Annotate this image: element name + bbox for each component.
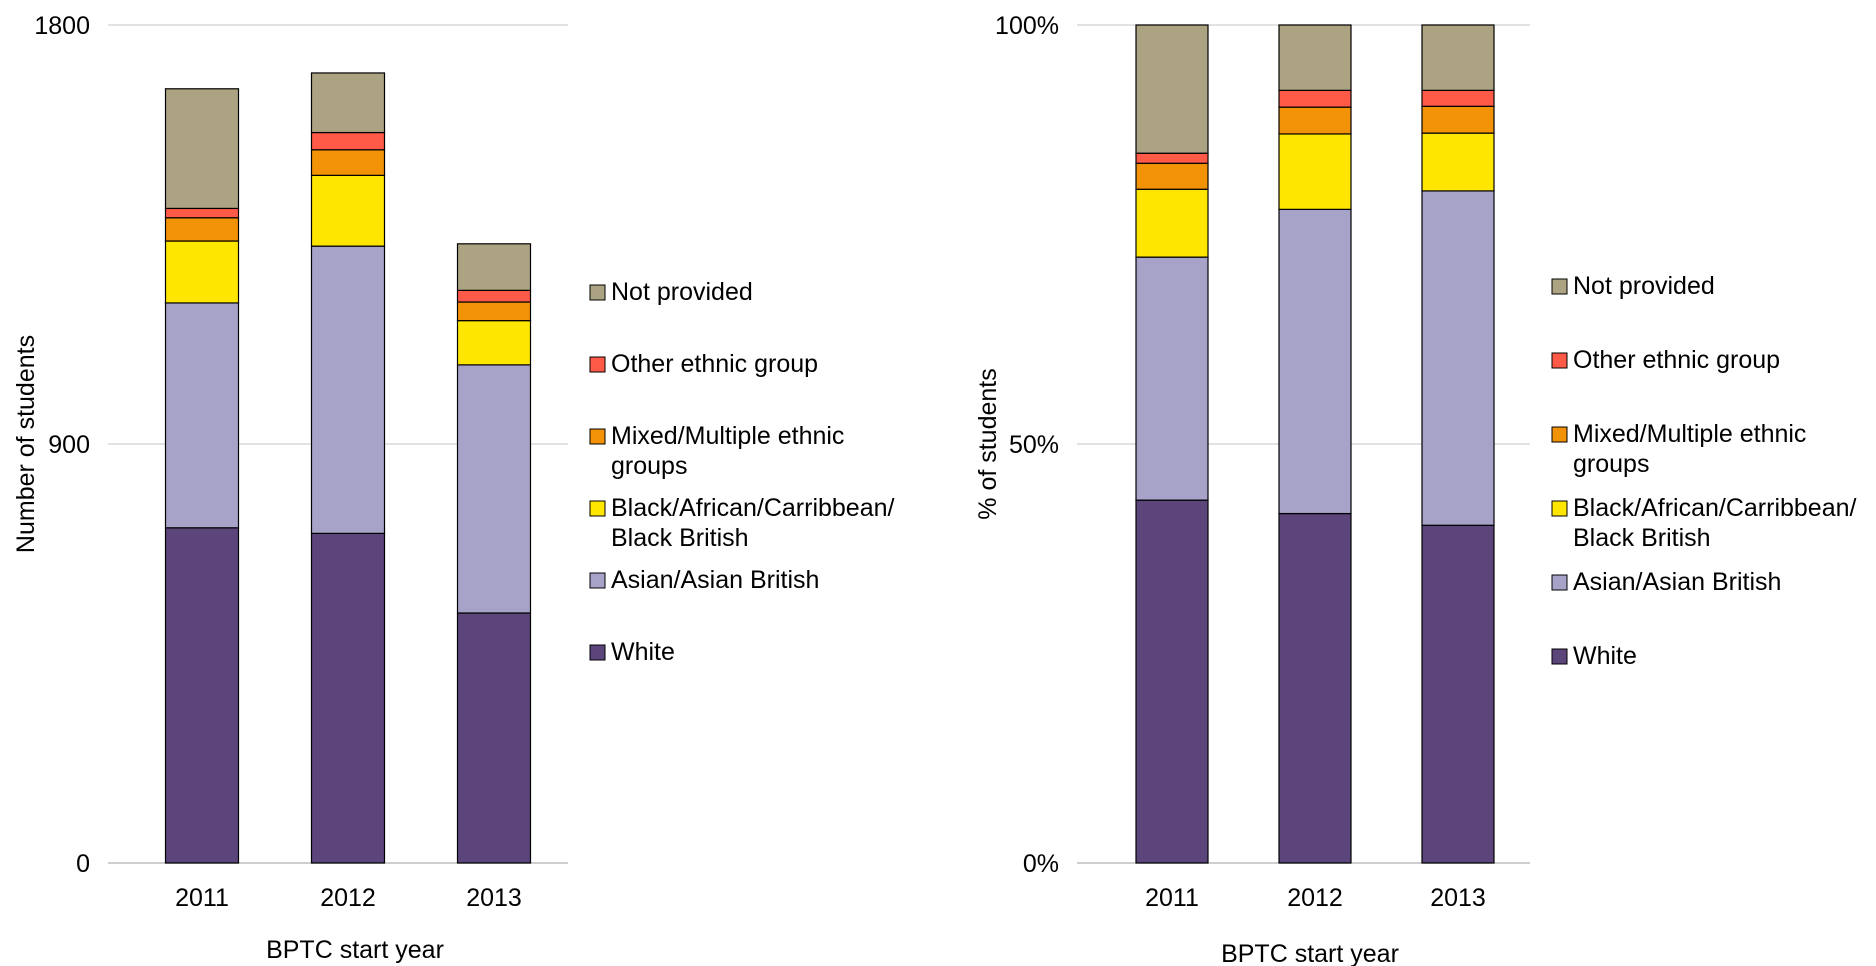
y-tick-label: 50% xyxy=(1009,431,1059,459)
legend-label-line: Not provided xyxy=(611,278,753,306)
bar-segment-5-2012 xyxy=(1278,24,1352,91)
legend-label-line: Mixed/Multiple ethnic xyxy=(1573,420,1806,448)
students-count-chart: 0 900 1800 2011 2012 2013 BPTC start year Numbe… xyxy=(0,0,930,966)
legend-label: Other ethnic group xyxy=(1573,346,1780,374)
bar-segment-0-2013 xyxy=(1421,524,1495,864)
x-tick-label: 2011 xyxy=(1145,884,1199,912)
students-percent-chart: 0% 50% 100% 2011 2012 2013 BPTC start year % of… xyxy=(960,0,1876,966)
x-tick-label: 2011 xyxy=(175,884,229,912)
legend-label-line: groups xyxy=(611,452,687,480)
y-tick-label: 100% xyxy=(995,12,1059,40)
legend-label-line: Black/African/Carribbean/ xyxy=(1573,494,1857,522)
x-axis-title: BPTC start year xyxy=(266,936,444,964)
legend-label-line: Mixed/Multiple ethnic xyxy=(611,422,844,450)
bar-segment-2-2011 xyxy=(1135,188,1209,258)
x-tick-label: 2013 xyxy=(466,884,522,912)
y-tick-label: 1800 xyxy=(34,12,90,40)
x-axis-title: BPTC start year xyxy=(1221,940,1399,966)
bar-segment-4-2012 xyxy=(1278,89,1352,108)
legend-label-line: Not provided xyxy=(1573,272,1715,300)
legend-swatch xyxy=(1551,426,1568,443)
y-tick-label: 0 xyxy=(76,850,90,878)
bar-segment-3-2013 xyxy=(456,301,532,322)
bar-segment-1-2012 xyxy=(1278,208,1352,515)
y-axis-title: Number of students xyxy=(12,335,40,553)
y-axis-title: % of students xyxy=(974,368,1002,519)
legend-swatch xyxy=(589,500,606,517)
bar-segment-3-2011 xyxy=(164,217,240,242)
bar-segment-1-2013 xyxy=(1421,190,1495,526)
legend-label: Not provided xyxy=(1573,272,1715,300)
bar-segment-2-2012 xyxy=(310,174,386,247)
bar-segment-5-2013 xyxy=(1421,24,1495,91)
legend-swatch xyxy=(1551,278,1568,295)
legend-swatch xyxy=(1551,352,1568,369)
legend-label: White xyxy=(611,638,675,666)
legend-swatch xyxy=(1551,648,1568,665)
legend-label-line: White xyxy=(611,638,675,666)
legend-label: Black/African/Carribbean/Black British xyxy=(611,494,895,552)
bar-segment-0-2012 xyxy=(1278,512,1352,864)
bar-segment-5-2011 xyxy=(1135,24,1209,154)
x-tick-label: 2012 xyxy=(320,884,376,912)
x-tick-label: 2013 xyxy=(1430,884,1486,912)
legend-label-line: Black British xyxy=(611,524,749,552)
bar-segment-3-2012 xyxy=(1278,106,1352,135)
bar-segment-3-2011 xyxy=(1135,162,1209,190)
bar-segment-4-2011 xyxy=(164,207,240,219)
legend-swatch xyxy=(1551,574,1568,591)
legend-label-line: Black/African/Carribbean/ xyxy=(611,494,895,522)
bar-segment-0-2012 xyxy=(310,532,386,864)
bar-segment-1-2013 xyxy=(456,364,532,614)
bar-segment-5-2011 xyxy=(164,88,240,210)
legend-swatch xyxy=(589,284,606,301)
legend-label: Asian/Asian British xyxy=(611,566,819,594)
legend-swatch xyxy=(589,428,606,445)
legend-swatch xyxy=(589,644,606,661)
bar-segment-0-2011 xyxy=(1135,499,1209,864)
legend-label-line: Other ethnic group xyxy=(1573,346,1780,374)
legend-label: Black/African/Carribbean/Black British xyxy=(1573,494,1857,552)
bar-segment-1-2011 xyxy=(164,302,240,529)
legend-label: White xyxy=(1573,642,1637,670)
legend-label: Other ethnic group xyxy=(611,350,818,378)
students-percent-chart-svg: 0% 50% 100% 2011 2012 2013 BPTC start year % of… xyxy=(974,12,1857,966)
bar-segment-1-2012 xyxy=(310,245,386,534)
x-tick-label: 2012 xyxy=(1287,884,1343,912)
legend-swatch xyxy=(589,572,606,589)
bar-segment-1-2011 xyxy=(1135,256,1209,501)
bar-segment-0-2011 xyxy=(164,527,240,864)
bar-segment-4-2012 xyxy=(310,131,386,151)
students-count-chart-svg: 0 900 1800 2011 2012 2013 BPTC start year Numbe… xyxy=(12,12,895,964)
legend-swatch xyxy=(1551,500,1568,517)
legend-label-line: Asian/Asian British xyxy=(611,566,819,594)
bar-segment-5-2012 xyxy=(310,72,386,134)
bar-segment-2-2012 xyxy=(1278,133,1352,210)
bar-segment-4-2013 xyxy=(456,289,532,303)
bar-segment-5-2013 xyxy=(456,243,532,291)
bar-segment-2-2013 xyxy=(456,320,532,366)
bar-segment-2-2011 xyxy=(164,240,240,304)
bar-segment-4-2011 xyxy=(1135,152,1209,164)
legend-label: Asian/Asian British xyxy=(1573,568,1781,596)
legend-label: Mixed/Multiple ethnic groups xyxy=(1573,420,1806,478)
bar-segment-2-2013 xyxy=(1421,132,1495,192)
bar-segment-3-2012 xyxy=(310,149,386,176)
legend-label: Mixed/Multiple ethnic groups xyxy=(611,422,844,480)
legend-label-line: groups xyxy=(1573,450,1649,478)
legend-label-line: White xyxy=(1573,642,1637,670)
legend-label-line: Other ethnic group xyxy=(611,350,818,378)
bar-segment-3-2013 xyxy=(1421,105,1495,134)
bar-segment-0-2013 xyxy=(456,612,532,864)
legend-label-line: Asian/Asian British xyxy=(1573,568,1781,596)
y-tick-label: 0% xyxy=(1023,850,1059,878)
y-tick-label: 900 xyxy=(48,431,90,459)
legend-label: Not provided xyxy=(611,278,753,306)
legend-swatch xyxy=(589,356,606,373)
legend-label-line: Black British xyxy=(1573,524,1711,552)
bar-segment-4-2013 xyxy=(1421,89,1495,107)
